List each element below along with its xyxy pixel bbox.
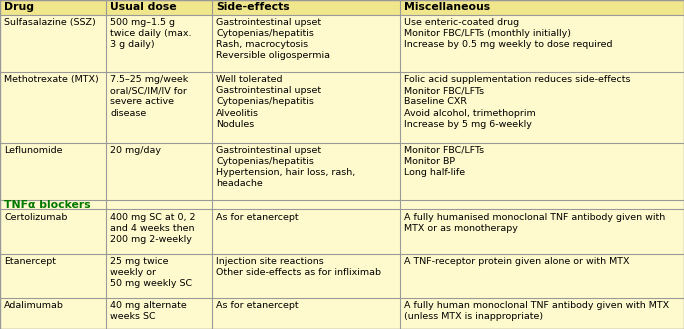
Text: Well tolerated
Gastrointestinal upset
Cytopenias/hepatitis
Alveolitis
Nodules: Well tolerated Gastrointestinal upset Cy… [216, 75, 321, 129]
Text: Use enteric-coated drug
Monitor FBC/LFTs (monthly initially)
Increase by 0.5 mg : Use enteric-coated drug Monitor FBC/LFTs… [404, 18, 613, 49]
Text: 25 mg twice
weekly or
50 mg weekly SC: 25 mg twice weekly or 50 mg weekly SC [110, 257, 192, 288]
Text: A TNF-receptor protein given alone or with MTX: A TNF-receptor protein given alone or wi… [404, 257, 630, 266]
Bar [0, 209, 684, 254]
Text: Certolizumab: Certolizumab [4, 213, 68, 221]
Bar [0, 14, 684, 72]
Text: Folic acid supplementation reduces side-effects
Monitor FBC/LFTs
Baseline CXR
Av: Folic acid supplementation reduces side-… [404, 75, 631, 129]
Bar [0, 142, 684, 200]
Text: TNFα blockers: TNFα blockers [4, 200, 91, 210]
Text: Sulfasalazine (SSZ): Sulfasalazine (SSZ) [4, 18, 96, 27]
Bar [0, 200, 684, 209]
Text: Leflunomide: Leflunomide [4, 146, 63, 155]
Bar [0, 72, 684, 142]
Text: Side-effects: Side-effects [216, 2, 290, 12]
Text: 40 mg alternate
weeks SC: 40 mg alternate weeks SC [110, 301, 187, 321]
Text: A fully human monoclonal TNF antibody given with MTX
(unless MTX is inappropriat: A fully human monoclonal TNF antibody gi… [404, 301, 670, 321]
Text: 500 mg–1.5 g
twice daily (max.
3 g daily): 500 mg–1.5 g twice daily (max. 3 g daily… [110, 18, 192, 49]
Text: Usual dose: Usual dose [110, 2, 176, 12]
Bar [0, 298, 684, 329]
Bar [0, 0, 684, 14]
Text: Miscellaneous: Miscellaneous [404, 2, 490, 12]
Bar [0, 254, 684, 298]
Text: Adalimumab: Adalimumab [4, 301, 64, 310]
Text: Drug: Drug [4, 2, 34, 12]
Text: A fully humanised monoclonal TNF antibody given with
MTX or as monotherapy: A fully humanised monoclonal TNF antibod… [404, 213, 666, 233]
Text: Etanercept: Etanercept [4, 257, 56, 266]
Text: Monitor FBC/LFTs
Monitor BP
Long half-life: Monitor FBC/LFTs Monitor BP Long half-li… [404, 146, 484, 177]
Text: Injection site reactions
Other side-effects as for infliximab: Injection site reactions Other side-effe… [216, 257, 381, 277]
Text: As for etanercept: As for etanercept [216, 301, 299, 310]
Text: Gastrointestinal upset
Cytopenias/hepatitis
Hypertension, hair loss, rash,
heada: Gastrointestinal upset Cytopenias/hepati… [216, 146, 356, 188]
Text: 7.5–25 mg/week
oral/SC/IM/IV for
severe active
disease: 7.5–25 mg/week oral/SC/IM/IV for severe … [110, 75, 188, 117]
Text: As for etanercept: As for etanercept [216, 213, 299, 221]
Text: 20 mg/day: 20 mg/day [110, 146, 161, 155]
Text: 400 mg SC at 0, 2
and 4 weeks then
200 mg 2-weekly: 400 mg SC at 0, 2 and 4 weeks then 200 m… [110, 213, 196, 244]
Text: Methotrexate (MTX): Methotrexate (MTX) [4, 75, 99, 84]
Text: Gastrointestinal upset
Cytopenias/hepatitis
Rash, macrocytosis
Reversible oligos: Gastrointestinal upset Cytopenias/hepati… [216, 18, 330, 60]
